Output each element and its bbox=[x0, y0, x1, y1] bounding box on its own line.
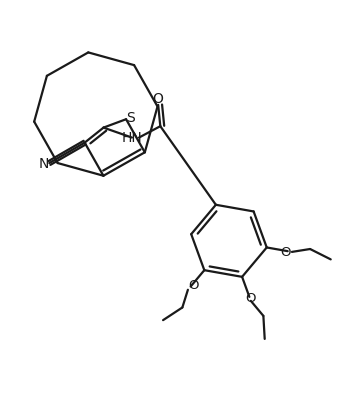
Text: O: O bbox=[245, 292, 255, 305]
Text: O: O bbox=[153, 92, 164, 105]
Text: O: O bbox=[281, 246, 291, 260]
Text: HN: HN bbox=[121, 131, 142, 145]
Text: S: S bbox=[126, 111, 135, 125]
Text: N: N bbox=[38, 157, 49, 171]
Text: O: O bbox=[188, 279, 199, 292]
